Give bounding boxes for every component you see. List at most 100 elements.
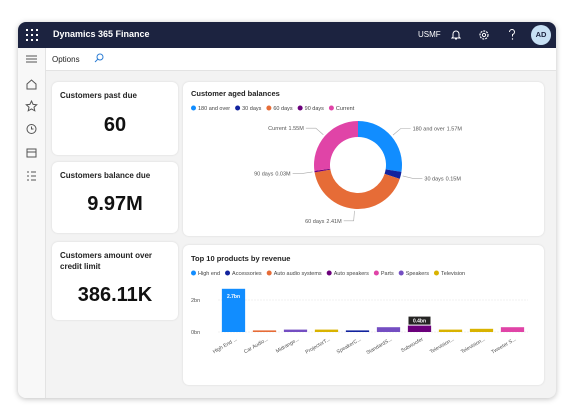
notifications[interactable] [451, 29, 461, 41]
x-tick-label: Midrange... [275, 337, 300, 355]
legend-swatch [235, 105, 241, 111]
x-tick-label: SpeakerC... [336, 337, 363, 356]
options-tab[interactable]: Options [52, 55, 80, 64]
data-label-value: 1.55M [289, 126, 305, 132]
legend-label: 180 and over [198, 106, 230, 112]
action-pane: Options [46, 48, 556, 71]
donut-slice [384, 169, 402, 179]
data-label: 30 days 0.15M [424, 176, 461, 182]
legend-swatch [326, 270, 332, 276]
data-label: Current 1.55M [268, 126, 304, 132]
favorites-icon[interactable] [25, 99, 38, 112]
x-tick-label: StandardS... [366, 337, 394, 357]
home-icon[interactable] [26, 79, 37, 90]
bar [469, 328, 494, 332]
legend-swatch [328, 105, 334, 111]
avatar[interactable]: AD [531, 25, 551, 45]
search-icon[interactable] [94, 53, 104, 63]
legend-label: 30 days [242, 106, 262, 112]
tile-title: Customers past due [60, 91, 137, 100]
leader-line [392, 128, 411, 136]
modules-icon[interactable] [27, 171, 36, 181]
legend-swatch [297, 105, 303, 111]
legend-label: Speakers [406, 271, 429, 277]
data-label-bg [408, 316, 431, 325]
data-label-name: 180 and over [413, 127, 445, 133]
legend-label: 60 days [273, 106, 293, 112]
donut-slice [314, 169, 400, 209]
bar [283, 329, 308, 332]
tile[interactable]: Customers past due 60 [52, 82, 178, 155]
donut-slice [314, 121, 358, 171]
legend-label: Auto audio systems [274, 271, 322, 277]
leader-line [292, 171, 313, 174]
data-label-name: Current [268, 126, 287, 132]
recent-icon[interactable] [26, 124, 37, 134]
x-tick-label: High End ... [212, 337, 238, 356]
bar [314, 329, 339, 332]
bar [345, 330, 370, 332]
chart-card: Top 10 products by revenue High end Access… [183, 245, 544, 385]
data-label: 60 days 2.41M [305, 219, 342, 225]
legend-label: Current [336, 106, 355, 112]
bar [252, 330, 277, 332]
legend-swatch [266, 105, 272, 111]
leader-line [343, 210, 355, 222]
bar [438, 329, 463, 332]
data-label-name: 90 days [254, 171, 274, 177]
data-label: 90 days 0.03M [254, 171, 291, 177]
tile-value: 386.11K [77, 284, 153, 306]
legend-swatch [191, 270, 196, 276]
chart-title: Customer aged balances [191, 89, 280, 98]
x-tick-label: Television... [460, 337, 486, 356]
bar [500, 327, 525, 332]
bar [407, 325, 432, 332]
help[interactable] [507, 28, 517, 42]
nav-icons [25, 55, 38, 181]
bar [221, 288, 246, 332]
data-label-name: 30 days [424, 176, 444, 182]
chart-card: Customer aged balances 180 and over 30 day… [183, 82, 544, 236]
nav-rail [18, 48, 46, 398]
legend-label: Auto speakers [334, 271, 369, 277]
legend-swatch [266, 270, 272, 276]
app-title: Dynamics 365 Finance [53, 29, 150, 39]
legend-label: 90 days [305, 106, 325, 112]
legend-swatch [398, 270, 404, 276]
donut-slice [358, 121, 402, 172]
menu-icon[interactable] [26, 55, 37, 63]
x-tick-label: Subwoofer [400, 336, 425, 354]
tile-title: Customers balance due [60, 171, 151, 180]
workspaces-icon[interactable] [26, 148, 37, 158]
data-label-value: 0.03M [275, 171, 291, 177]
data-label-name: 60 days [305, 219, 325, 225]
data-label: 0.4bn [413, 319, 426, 325]
x-tick-label: Tweeter S... [491, 337, 518, 356]
data-label-value: 1.57M [447, 127, 463, 133]
tile[interactable]: Customers amount over credit limit 386.1… [52, 242, 178, 320]
legend-label: Accessories [232, 271, 262, 277]
legend-swatch [191, 105, 196, 111]
leader-line [305, 127, 324, 135]
tile[interactable]: Customers balance due 9.97M [52, 162, 178, 233]
leader-line [402, 175, 423, 179]
data-label-value: 0.15M [446, 176, 462, 182]
tile-value: 60 [103, 114, 127, 136]
legend-label: Television [441, 271, 465, 277]
x-tick-label: Television... [429, 337, 455, 356]
donut-slice [314, 168, 331, 173]
app-launcher[interactable] [26, 29, 38, 41]
settings[interactable] [478, 29, 490, 41]
x-tick-label: ProjectorT... [305, 337, 332, 356]
legend-swatch [373, 270, 379, 276]
data-label: 2.7bn [227, 294, 240, 300]
company-picker[interactable]: USMF [418, 30, 441, 39]
data-label: 180 and over 1.57M [413, 127, 463, 133]
tile-title: Customers amount over credit limit [60, 251, 153, 271]
data-label-value: 2.41M [326, 219, 342, 225]
legend-swatch [433, 270, 439, 276]
top-bar: Dynamics 365 Finance USMF AD [18, 22, 556, 48]
tile-value: 9.97M [87, 193, 143, 215]
legend-label: High end [198, 271, 220, 277]
